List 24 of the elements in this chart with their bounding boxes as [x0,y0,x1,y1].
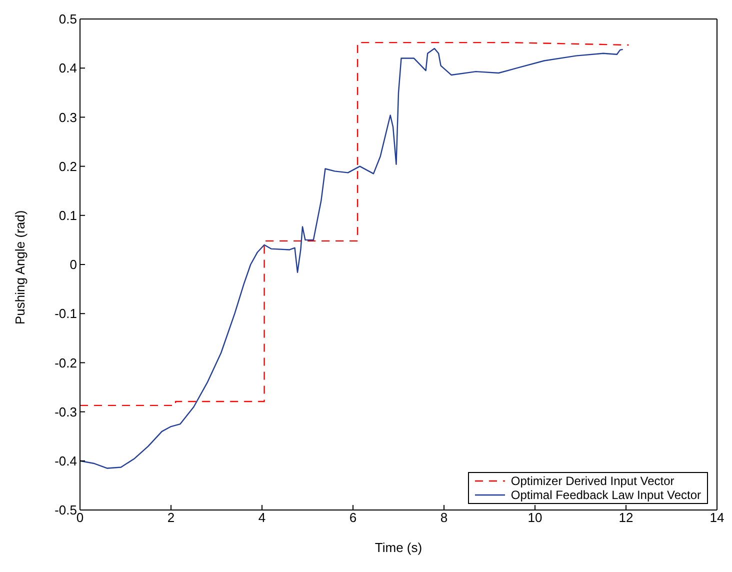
y-tick-label: -0.3 [54,404,77,420]
line-series [80,42,630,406]
x-tick-label: 2 [167,510,175,526]
y-tick-label: -0.2 [54,355,77,370]
y-tick-label: 0.3 [58,110,77,125]
x-tick-label: 12 [618,510,634,526]
x-tick-label: 10 [528,510,542,526]
y-tick-label: -0.5 [54,502,77,518]
y-tick-label: -0.4 [54,454,77,469]
x-tick-label: 8 [440,510,448,526]
x-tick-label: 14 [710,510,724,526]
y-tick-label: 0.4 [58,60,77,76]
y-axis-title: Pushing Angle (rad) [12,210,28,324]
line-series [80,48,624,469]
legend-label: Optimizer Derived Input Vector [510,474,674,488]
x-axis-title: Time (s) [374,540,422,555]
x-tick-label: 6 [349,510,357,526]
y-tick-label: 0.1 [58,208,77,224]
y-tick-label: -0.1 [54,306,77,322]
y-tick-label: 0 [70,257,77,272]
legend-label: Optimal Feedback Law Input Vector [510,488,701,502]
y-tick-label: 0.2 [58,158,77,174]
x-tick-label: 4 [258,510,266,526]
y-tick-label: 0.5 [58,12,77,27]
